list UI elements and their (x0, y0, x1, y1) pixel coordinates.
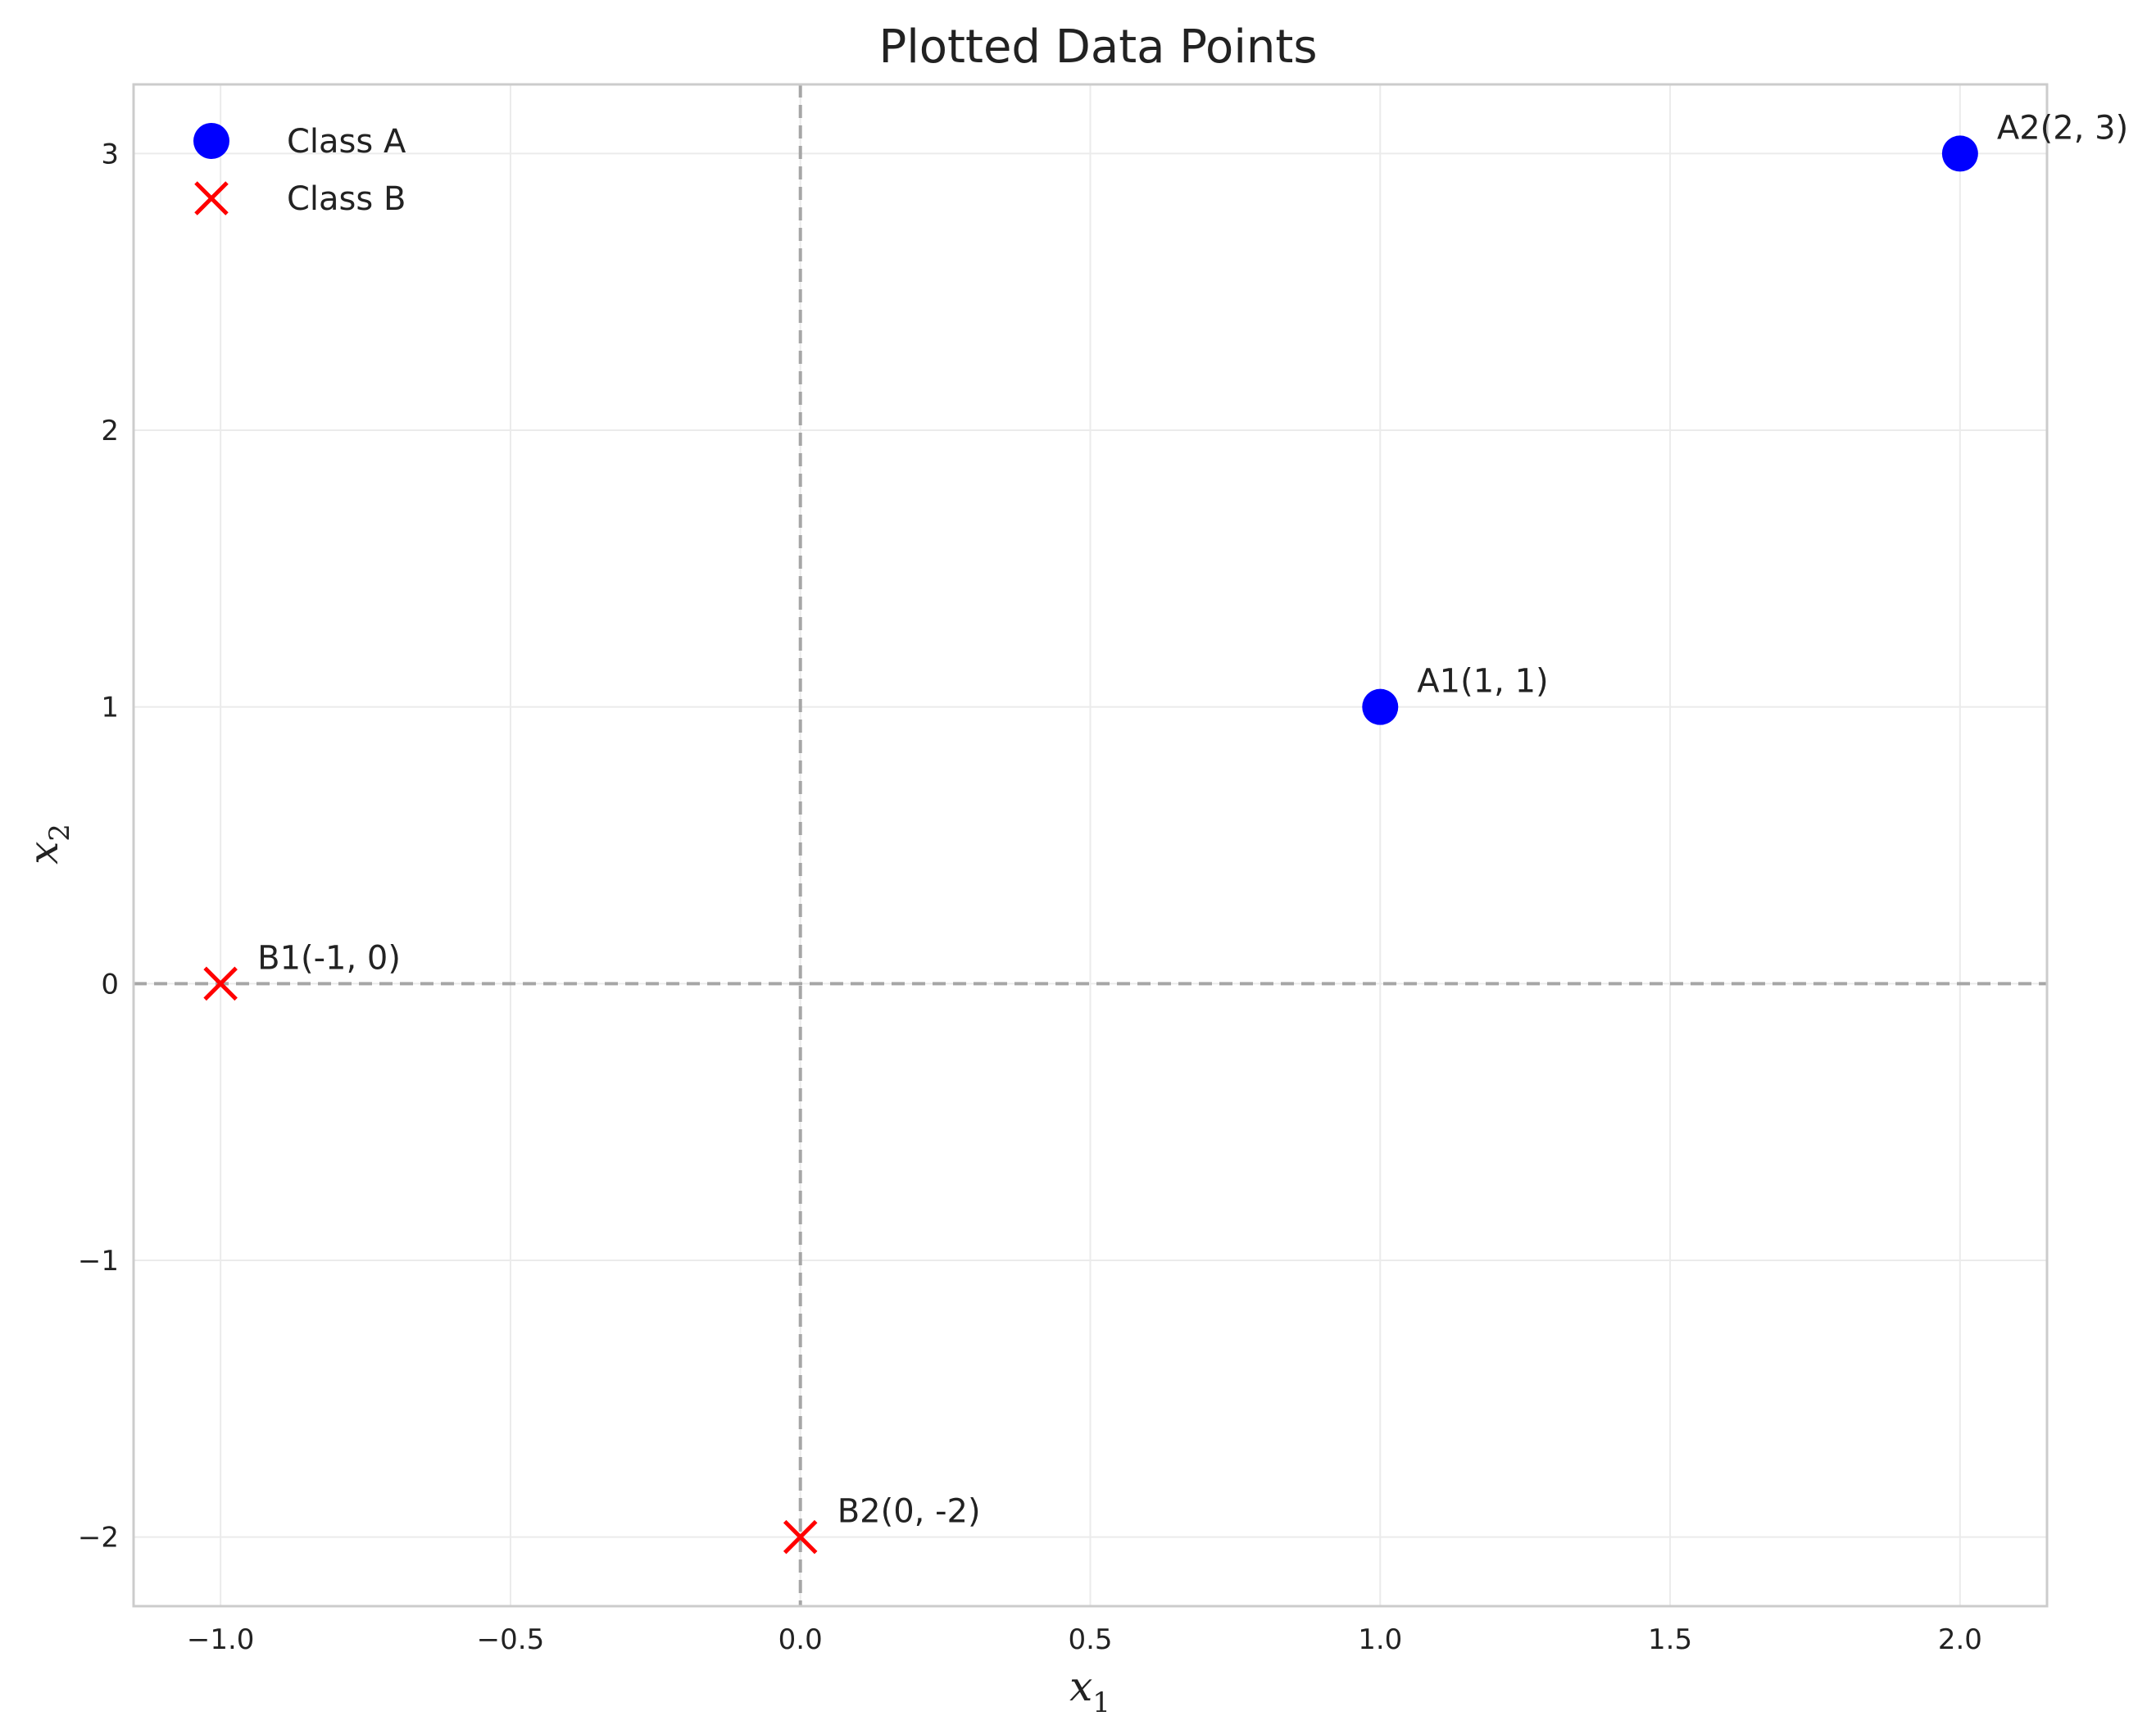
x-axis-label-main: x (1069, 1663, 1092, 1710)
x-marker-stroke (194, 181, 229, 216)
class-b-point (783, 1519, 818, 1555)
y-axis-label: x2 (20, 824, 76, 865)
x-tick-label: 1.0 (1358, 1623, 1402, 1656)
data-points (203, 135, 1978, 1555)
x-axis-label: x1 (1069, 1663, 1110, 1719)
legend-marker (194, 181, 229, 216)
class-b-point (203, 966, 238, 1001)
chart-title: Plotted Data Points (878, 20, 1317, 74)
legend-marker (193, 123, 229, 159)
class-a-point (1941, 135, 1978, 172)
x-marker-stroke (203, 966, 238, 1001)
y-axis-label-main: x (20, 842, 67, 865)
y-tick-label: −1 (78, 1245, 119, 1278)
reference-lines (134, 84, 2047, 1606)
y-tick-label: 0 (101, 968, 119, 1001)
point-labels: A1(1, 1) A2(2, 3) B1(-1, 0) B2(0, -2) (257, 109, 2128, 1530)
legend-label: Class B (287, 180, 406, 218)
plot-frame (132, 83, 2049, 1608)
x-tick-label: 2.0 (1938, 1623, 1982, 1656)
legend-label: Class A (287, 123, 406, 161)
y-tick-label: −2 (78, 1522, 119, 1555)
x-axis-label-subscript: 1 (1092, 1686, 1110, 1719)
legend: Class A Class B (193, 123, 406, 218)
class-a-point (1362, 688, 1399, 725)
x-tick-label: 0.5 (1068, 1623, 1112, 1656)
point-annotation: B1(-1, 0) (257, 939, 401, 977)
x-tick-label: −1.0 (187, 1623, 255, 1656)
x-tick-label: −0.5 (477, 1623, 545, 1656)
point-annotation: A2(2, 3) (1997, 109, 2128, 147)
tick-labels: −1.0 −0.5 0.0 0.5 1.0 1.5 2.0 −2 −1 0 1 2 3 (78, 138, 1982, 1656)
y-tick-label: 2 (101, 415, 119, 447)
point-annotation: B2(0, -2) (837, 1493, 981, 1531)
point-annotation: A1(1, 1) (1417, 663, 1548, 701)
x-marker-stroke (783, 1519, 818, 1555)
y-tick-label: 1 (101, 692, 119, 724)
y-tick-label: 3 (101, 138, 119, 170)
y-axis-label-subscript: 2 (43, 824, 76, 842)
x-tick-label: 1.5 (1648, 1623, 1692, 1656)
x-tick-label: 0.0 (778, 1623, 823, 1656)
